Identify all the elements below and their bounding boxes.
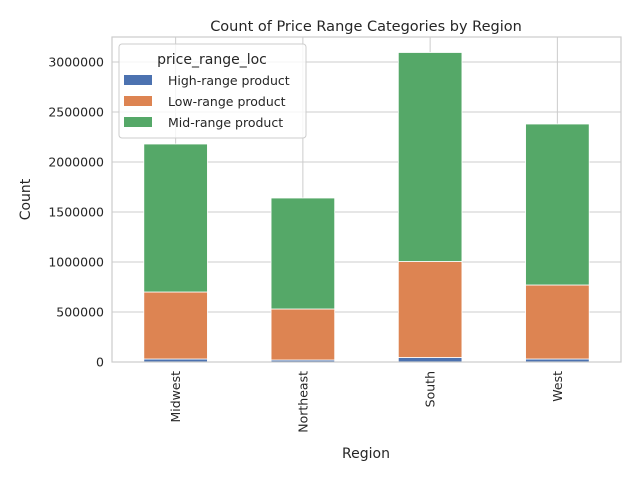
bar-segment <box>143 143 208 293</box>
legend-swatch <box>124 75 152 85</box>
legend-swatch <box>124 117 152 127</box>
legend-title: price_range_loc <box>157 52 267 68</box>
legend: price_range_loc High-range product Low-ra… <box>118 43 307 139</box>
bars <box>143 52 590 363</box>
bar-segment <box>525 123 590 286</box>
legend-label: High-range product <box>168 73 290 88</box>
bar-segment <box>397 357 463 363</box>
bar-segment <box>397 261 463 358</box>
legend-items: High-range product Low-range product Mid-r… <box>124 73 290 130</box>
x-tick-label: West <box>550 371 565 402</box>
legend-box <box>118 43 307 139</box>
legend-label: Mid-range product <box>168 115 283 130</box>
y-tick-label: 3000000 <box>48 55 104 70</box>
y-tick-label: 0 <box>96 355 104 370</box>
bar-segment <box>525 284 590 360</box>
y-tick-label: 2500000 <box>48 105 104 120</box>
bar-segment <box>270 197 336 310</box>
y-tick-label: 2000000 <box>48 155 104 170</box>
x-tick-label: Northeast <box>295 371 310 433</box>
x-tick-label: Midwest <box>168 371 183 423</box>
chart-title: Count of Price Range Categories by Regio… <box>210 19 522 35</box>
bar-segment <box>143 291 208 360</box>
y-tick-label: 1500000 <box>48 205 104 220</box>
y-tick-label: 500000 <box>56 305 104 320</box>
y-axis-ticks: 0 500000 1000000 1500000 2000000 2500000 30000… <box>48 55 104 370</box>
plot-frame <box>111 36 622 363</box>
x-tick-label: South <box>423 371 438 407</box>
x-axis-ticks: Midwest Northeast South West <box>168 371 565 433</box>
legend-swatch <box>124 96 152 106</box>
bar-segment <box>270 308 336 361</box>
y-tick-label: 1000000 <box>48 255 104 270</box>
bar-segment <box>397 52 463 262</box>
x-axis-label: Region <box>342 446 390 462</box>
y-axis-label: Count <box>18 178 34 220</box>
legend-label: Low-range product <box>168 94 286 109</box>
